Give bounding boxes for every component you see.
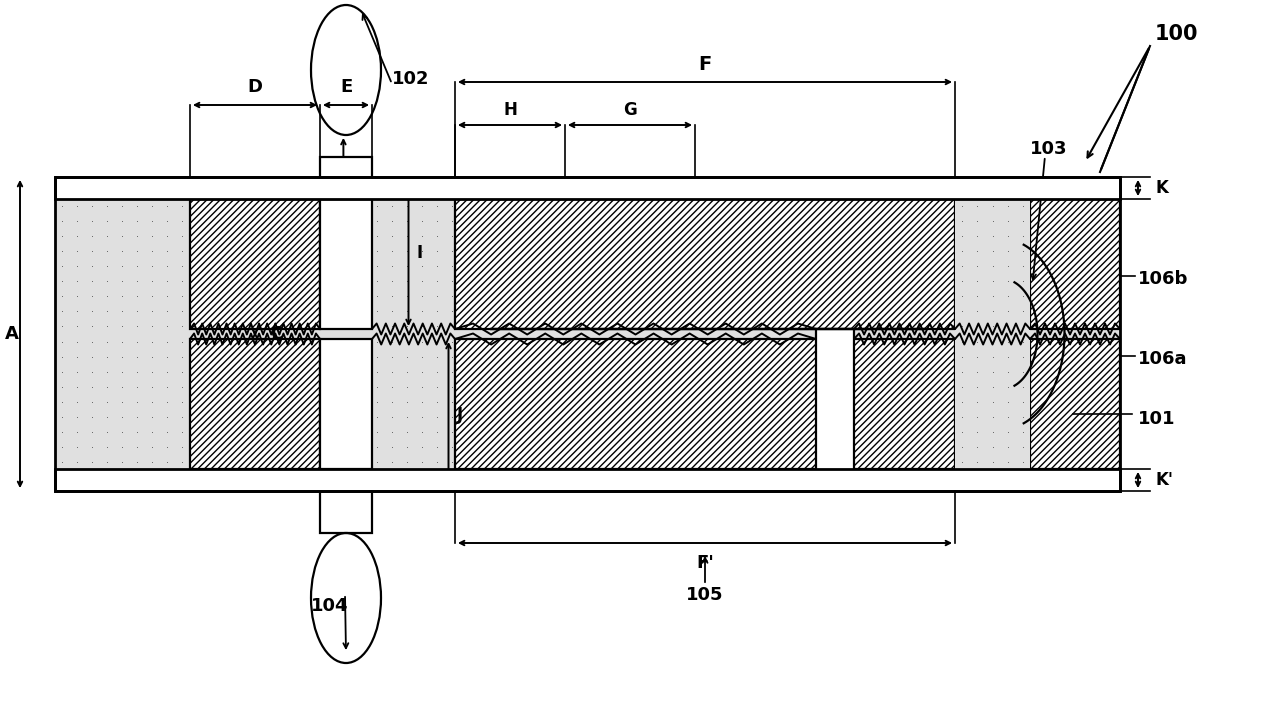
Text: B: B [349, 223, 361, 241]
Bar [321, 157, 371, 199]
Text: A: A [5, 325, 19, 343]
Text: C: C [270, 325, 282, 343]
Text: 106a: 106a [1138, 350, 1188, 368]
Bar [190, 199, 321, 329]
Bar [321, 199, 371, 329]
Text: H: H [502, 101, 516, 119]
Bar [321, 491, 371, 533]
Text: E: E [340, 78, 352, 96]
Text: 104: 104 [312, 597, 349, 615]
Bar [455, 339, 955, 469]
Text: 105: 105 [687, 586, 724, 604]
Text: 101: 101 [1138, 410, 1175, 428]
Text: F: F [698, 54, 711, 74]
Text: 103: 103 [1030, 140, 1067, 158]
Text: 102: 102 [392, 70, 430, 88]
Text: J: J [457, 406, 463, 424]
Text: K: K [1156, 179, 1169, 197]
Bar [55, 199, 1121, 469]
Bar [55, 177, 1121, 491]
Bar [455, 199, 955, 329]
Bar [817, 329, 854, 491]
Text: F': F' [696, 554, 714, 572]
Text: 100: 100 [1155, 24, 1198, 44]
Text: G: G [623, 101, 637, 119]
Text: I: I [416, 244, 422, 262]
Bar [1030, 339, 1121, 469]
Bar [955, 199, 1030, 469]
Text: D: D [248, 78, 262, 96]
Text: K': K' [1156, 471, 1174, 489]
Bar [321, 339, 371, 469]
Bar [55, 177, 1121, 199]
Text: 106b: 106b [1138, 270, 1188, 288]
Bar [190, 339, 321, 469]
Text: B': B' [349, 427, 366, 445]
Bar [55, 469, 1121, 491]
Bar [1030, 199, 1121, 329]
